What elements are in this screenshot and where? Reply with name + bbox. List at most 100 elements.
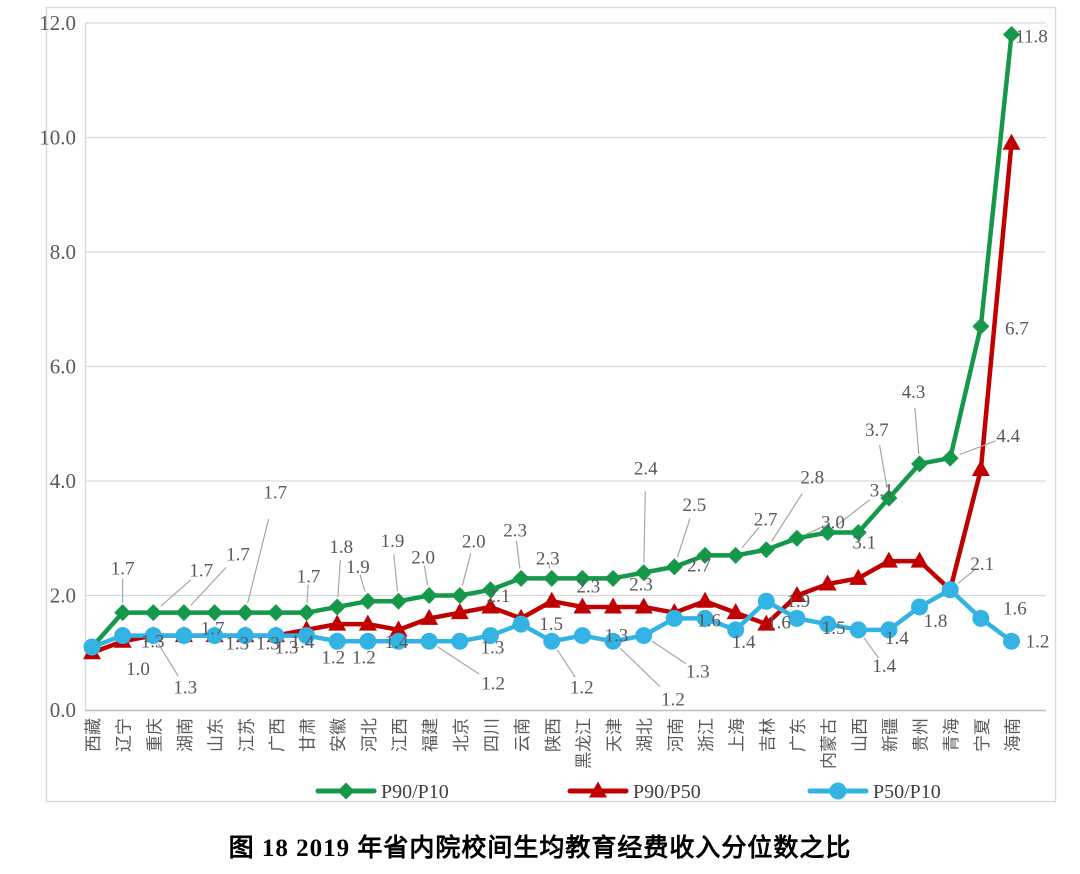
label-leader [619, 647, 661, 687]
data-point-marker [298, 627, 316, 645]
data-label: 1.5 [822, 618, 846, 639]
data-point-marker [175, 627, 193, 645]
data-point-marker [236, 627, 254, 645]
data-label: 1.5 [539, 614, 563, 635]
data-point-marker [573, 569, 591, 587]
data-label: 1.2 [481, 673, 505, 694]
data-point-marker [880, 621, 898, 639]
data-label: 4.4 [996, 426, 1020, 447]
data-label: 1.7 [263, 483, 287, 504]
y-tick-label: 0.0 [50, 698, 76, 722]
x-tick-label: 安徽 [329, 718, 348, 752]
data-label: 1.2 [1026, 631, 1050, 652]
data-point-marker [787, 586, 806, 602]
label-leader [160, 579, 192, 607]
data-point-marker [114, 627, 132, 645]
x-tick-label: 宁夏 [973, 718, 992, 752]
data-label: 1.9 [346, 557, 370, 578]
label-leader [959, 440, 996, 456]
data-label: 1.4 [885, 628, 909, 649]
x-tick-label: 内蒙古 [820, 718, 839, 769]
x-tick-label: 辽宁 [115, 718, 134, 752]
data-point-marker [543, 632, 561, 650]
data-label: 1.4 [872, 656, 896, 677]
data-label: 2.5 [682, 495, 706, 516]
data-point-marker [481, 581, 499, 599]
data-point-marker [451, 587, 469, 604]
data-point-marker [512, 615, 530, 633]
x-tick-label: 广西 [268, 718, 287, 752]
data-label: 2.3 [577, 576, 601, 597]
data-point-marker [727, 546, 745, 564]
label-leader [359, 574, 366, 592]
data-label: 1.2 [352, 647, 376, 668]
data-label: 1.9 [786, 591, 810, 612]
data-label: 1.3 [605, 626, 629, 647]
data-label: 1.4 [291, 632, 315, 653]
data-point-marker [359, 632, 377, 650]
data-point-marker [144, 604, 162, 622]
label-leader [306, 584, 309, 603]
label-leader [461, 553, 472, 586]
legend-label: P90/P50 [633, 781, 701, 803]
data-label: 4.3 [902, 382, 926, 403]
data-label: 1.6 [1003, 598, 1027, 619]
data-label: 2.0 [462, 532, 486, 553]
data-point-marker [450, 603, 469, 620]
series-p50-p10 [83, 581, 1020, 656]
label-leader [741, 526, 760, 549]
data-point-marker [328, 614, 347, 631]
figure-caption: 图 18 2019 年省内院校间生均教育经费收入分位数之比 [228, 835, 852, 862]
data-point-marker [390, 592, 407, 610]
data-label: 1.6 [767, 612, 791, 633]
data-point-marker [757, 592, 775, 610]
data-label: 2.1 [487, 586, 511, 607]
data-label: 2.8 [800, 468, 824, 489]
x-tick-label: 浙江 [697, 718, 716, 752]
x-tick-label: 广东 [789, 718, 808, 752]
data-point-marker [175, 604, 193, 622]
x-tick-label: 北京 [452, 718, 471, 752]
data-point-marker [589, 781, 607, 798]
data-point-marker [757, 614, 776, 631]
label-leader [247, 518, 270, 604]
x-tick-label: 云南 [513, 718, 532, 752]
data-point-marker [879, 551, 898, 568]
data-point-marker [972, 609, 990, 627]
label-leader [548, 562, 551, 569]
legend-item-p90-p10: P90/P10 [315, 781, 449, 803]
data-label: 1.2 [661, 689, 685, 710]
x-tick-label: 江西 [391, 718, 410, 752]
x-tick-label: 四川 [482, 718, 501, 752]
x-tick-label: 河北 [360, 718, 379, 752]
x-tick-label: 贵州 [912, 718, 931, 752]
data-label: 3.1 [852, 533, 876, 554]
data-point-marker [298, 604, 316, 622]
data-label: 1.2 [570, 677, 594, 698]
data-point-marker [696, 591, 714, 608]
x-tick-label: 河南 [666, 718, 685, 752]
data-point-marker [665, 609, 683, 627]
data-point-marker [819, 524, 837, 542]
data-point-marker [420, 587, 438, 604]
x-tick-label: 福建 [421, 718, 440, 752]
data-point-marker [206, 627, 224, 645]
label-leader [835, 499, 871, 527]
label-leader [643, 491, 646, 563]
series-p90-p10 [83, 25, 1020, 656]
data-label: 2.1 [970, 554, 994, 575]
data-label: 3.0 [821, 512, 845, 533]
label-leader [423, 565, 429, 586]
data-label: 1.8 [329, 537, 353, 558]
chart-legend: P90/P10 P90/P50 P50/P10 [315, 781, 941, 803]
data-point-marker [481, 627, 499, 645]
data-label: 1.3 [173, 678, 197, 699]
y-axis-labels: 0.0 2.0 4.0 6.0 8.0 10.0 12.0 [39, 11, 76, 722]
label-leader [556, 649, 576, 678]
label-leader [437, 646, 480, 675]
data-point-marker [328, 632, 346, 650]
data-point-marker [512, 569, 530, 587]
data-point-marker [849, 621, 867, 639]
data-label: 1.7 [226, 545, 250, 566]
data-point-marker [726, 603, 745, 620]
